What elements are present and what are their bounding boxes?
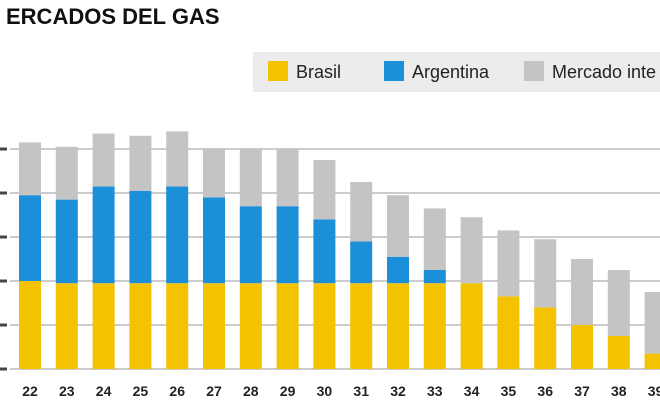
bar-33-series-2 — [423, 208, 446, 270]
bar-23-series-2 — [55, 146, 78, 200]
legend-label-1: Argentina — [412, 62, 490, 82]
bar-27-series-0 — [203, 283, 225, 369]
x-tick-label-36: 36 — [537, 383, 553, 399]
y-tick-0 — [0, 367, 7, 371]
bar-25-series-0 — [129, 283, 152, 369]
bar-35-series-2 — [497, 230, 520, 297]
bar-26-series-2 — [166, 131, 189, 187]
x-axis-labels: 22 23 24 25 26 27 28 29 30 31 32 33 34 35 36 37 38 39 — [22, 383, 660, 399]
bar-37-series-2 — [571, 259, 593, 325]
y-tick-20 — [0, 279, 7, 283]
bar-24-series-2 — [92, 133, 115, 187]
bar-28-series-0 — [239, 283, 262, 369]
bar-22-series-1 — [19, 195, 41, 281]
bar-34-series-2 — [460, 217, 483, 284]
x-tick-label-29: 29 — [280, 383, 296, 399]
x-tick-label-39: 39 — [648, 383, 660, 399]
legend: Brasil Argentina Mercado inte — [253, 52, 660, 92]
x-tick-label-30: 30 — [317, 383, 333, 399]
bar-30-series-0 — [313, 283, 336, 369]
bar-39-series-0 — [644, 353, 660, 369]
x-tick-label-25: 25 — [133, 383, 149, 399]
bar-24-series-1 — [92, 186, 115, 284]
legend-panel — [253, 52, 660, 92]
bar-36-series-2 — [534, 239, 557, 308]
bar-29-series-2 — [276, 149, 299, 207]
x-tick-label-26: 26 — [169, 383, 185, 399]
x-tick-label-34: 34 — [464, 383, 480, 399]
bar-32-series-1 — [387, 256, 409, 284]
bar-31-series-2 — [350, 182, 373, 242]
bar-31-series-1 — [350, 241, 373, 284]
legend-label-0: Brasil — [296, 62, 341, 82]
bar-25-series-1 — [129, 190, 152, 284]
x-tick-label-35: 35 — [501, 383, 517, 399]
bar-29-series-1 — [276, 206, 299, 284]
bar-22-series-0 — [19, 281, 41, 369]
chart-title: ERCADOS DEL GAS — [6, 4, 220, 29]
bar-32-series-2 — [387, 195, 409, 257]
bar-27-series-1 — [203, 197, 225, 284]
y-tick-30 — [0, 235, 7, 239]
bar-30-series-2 — [313, 160, 336, 220]
bar-29-series-0 — [276, 283, 299, 369]
bar-37-series-0 — [571, 325, 593, 369]
y-tick-40 — [0, 191, 7, 195]
x-tick-label-24: 24 — [96, 383, 112, 399]
x-tick-label-27: 27 — [206, 383, 222, 399]
legend-swatch-0 — [268, 61, 288, 81]
bars — [19, 131, 660, 369]
x-tick-label-28: 28 — [243, 383, 259, 399]
x-tick-label-32: 32 — [390, 383, 406, 399]
bar-36-series-0 — [534, 307, 557, 369]
bar-23-series-0 — [55, 283, 78, 369]
bar-26-series-1 — [166, 186, 189, 284]
bar-22-series-2 — [19, 142, 41, 196]
bar-24-series-0 — [92, 283, 115, 369]
bar-38-series-0 — [607, 336, 630, 369]
legend-label-2: Mercado inte — [552, 62, 656, 82]
bar-30-series-1 — [313, 219, 336, 284]
bar-26-series-0 — [166, 283, 189, 369]
bar-34-series-0 — [460, 283, 483, 369]
bar-28-series-1 — [239, 206, 262, 284]
x-tick-label-38: 38 — [611, 383, 627, 399]
legend-swatch-2 — [524, 61, 544, 81]
bar-31-series-0 — [350, 283, 373, 369]
bar-38-series-2 — [607, 270, 630, 336]
bar-28-series-2 — [239, 149, 262, 207]
y-tick-50 — [0, 147, 7, 151]
bar-23-series-1 — [55, 199, 78, 284]
bar-27-series-2 — [203, 149, 225, 198]
bar-39-series-2 — [644, 292, 660, 354]
x-tick-label-23: 23 — [59, 383, 75, 399]
bar-32-series-0 — [387, 283, 409, 369]
y-tick-10 — [0, 323, 7, 327]
x-tick-label-37: 37 — [574, 383, 590, 399]
legend-swatch-1 — [384, 61, 404, 81]
bar-35-series-0 — [497, 296, 520, 369]
bar-33-series-0 — [423, 283, 446, 369]
bar-25-series-2 — [129, 135, 152, 191]
x-tick-label-33: 33 — [427, 383, 443, 399]
x-tick-label-22: 22 — [22, 383, 38, 399]
x-tick-label-31: 31 — [353, 383, 369, 399]
bar-33-series-1 — [423, 270, 446, 284]
